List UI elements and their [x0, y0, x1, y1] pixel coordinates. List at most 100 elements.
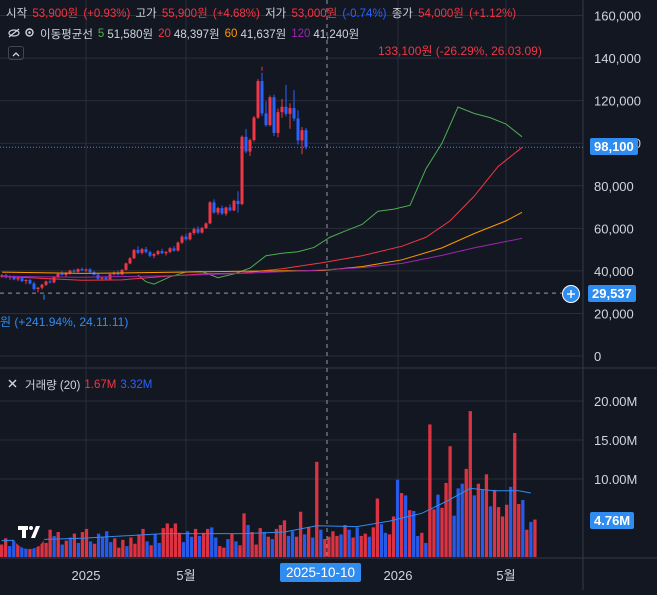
candle-body: [148, 252, 152, 256]
volume-bar: [202, 532, 206, 557]
volume-bar: [68, 537, 72, 557]
volume-bar: [226, 539, 230, 557]
ohlc-close-value: 54,000원: [418, 8, 464, 20]
price-axis-tick-label: 120,000: [594, 94, 641, 109]
volume-bar: [282, 520, 287, 557]
volume-bar: [210, 527, 214, 557]
visibility-eye-icon[interactable]: [8, 28, 20, 41]
volume-bar: [387, 534, 392, 557]
volume-bar: [311, 537, 315, 557]
volume-bar: [286, 535, 291, 557]
volume-bar: [323, 539, 327, 557]
tradingview-logo[interactable]: [12, 515, 46, 549]
volume-bar: [185, 531, 190, 557]
volume-bar: [145, 541, 149, 557]
volume-bar: [193, 528, 198, 557]
close-x-icon[interactable]: [8, 379, 20, 391]
plus-icon: [567, 290, 575, 298]
volume-bar: [347, 529, 351, 557]
volume-bar: [238, 545, 242, 557]
candle-body: [208, 202, 212, 224]
ma60-line: [1, 211, 523, 274]
candle-body: [256, 81, 260, 118]
candle-body: [212, 202, 216, 213]
candle-body: [60, 273, 64, 275]
ma5-value: 51,580원: [107, 29, 154, 41]
volume-bar: [4, 538, 8, 557]
volume-bar: [525, 529, 529, 557]
volume-bar: [303, 534, 307, 557]
volume-bar: [444, 482, 448, 557]
volume-bar: [476, 483, 481, 557]
volume-bar: [496, 507, 501, 557]
candle-body: [228, 207, 232, 211]
candle-body: [12, 276, 16, 280]
candle-body: [44, 281, 48, 285]
ma20-line: [1, 147, 523, 281]
volume-bar: [448, 446, 452, 557]
volume-bar: [218, 546, 222, 557]
candle-body: [156, 251, 160, 255]
collapse-legend-button[interactable]: [8, 46, 24, 60]
candle-body: [236, 200, 240, 205]
candle-body: [140, 249, 144, 253]
volume-bar: [420, 532, 424, 557]
settings-gear-icon[interactable]: [24, 27, 36, 41]
ohlc-open-label: 시작: [6, 8, 28, 20]
candle-body: [268, 97, 272, 126]
volume-bar: [129, 537, 133, 557]
volume-bar: [472, 495, 476, 557]
volume-bar: [351, 537, 355, 557]
volume-bar: [137, 534, 141, 557]
volume-bar: [214, 537, 218, 557]
volume-bar: [246, 525, 250, 557]
candle-body: [112, 273, 116, 275]
volume-bar: [197, 535, 202, 557]
volume-bar: [149, 545, 153, 557]
candle-body: [0, 275, 4, 277]
volume-bar: [468, 411, 472, 557]
volume-bar: [339, 534, 343, 557]
volume-bar: [101, 536, 105, 557]
candle-body: [56, 273, 60, 277]
volume-bar: [72, 533, 77, 557]
volume-bar: [36, 546, 40, 557]
ma-title: 이동평균선: [40, 29, 93, 41]
volume-bar: [436, 494, 440, 557]
volume-bar: [290, 531, 295, 557]
ohlc-low-change: (-0.74%): [342, 8, 387, 20]
volume-bar: [234, 541, 238, 557]
volume-bar: [500, 516, 505, 557]
candle-body: [260, 81, 264, 114]
volume-bar: [307, 527, 311, 557]
candle-body: [20, 278, 24, 282]
volume-bar: [242, 513, 246, 557]
volume-bar: [375, 498, 380, 557]
volume-bar: [335, 535, 339, 557]
crosshair-add-button[interactable]: [562, 285, 580, 303]
volume-bar: [319, 529, 323, 557]
candle-body: [116, 273, 120, 275]
volume-bar: [480, 489, 485, 557]
candle-body: [244, 136, 248, 152]
volume-bar: [161, 528, 165, 557]
volume-bar: [133, 543, 137, 557]
candle-body: [152, 254, 156, 256]
volume-bar: [117, 547, 121, 557]
candle-body: [16, 278, 20, 280]
volume-bar: [391, 516, 396, 557]
volume-last-tag: 4.76M: [590, 512, 635, 529]
volume-bar: [513, 432, 517, 557]
volume-bar: [294, 536, 299, 557]
candle-body: [48, 281, 52, 283]
volume-bar: [206, 528, 210, 557]
ma20-value: 48,397원: [173, 29, 220, 41]
volume-bar: [379, 524, 384, 557]
candle-body: [220, 208, 224, 214]
candle-body: [196, 229, 200, 233]
volume-bar: [105, 531, 109, 557]
volume-bar: [189, 536, 194, 557]
volume-title: 거래량 (20): [25, 380, 81, 392]
